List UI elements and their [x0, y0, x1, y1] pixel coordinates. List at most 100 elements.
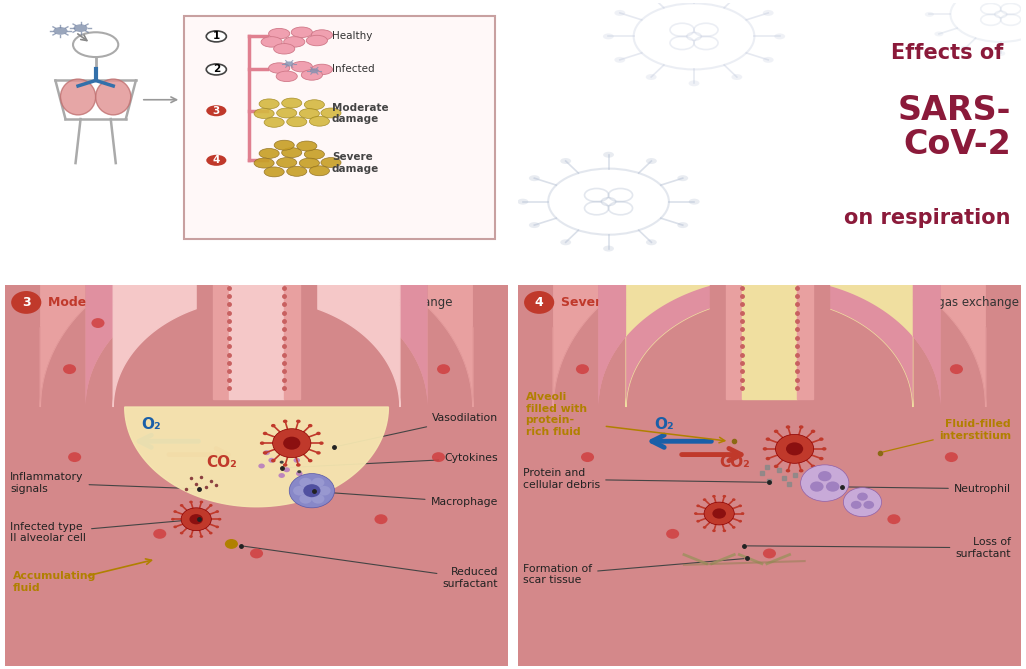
Circle shape [732, 74, 742, 80]
Circle shape [739, 520, 742, 522]
Circle shape [615, 57, 625, 63]
Circle shape [153, 529, 166, 539]
Circle shape [819, 438, 824, 441]
Circle shape [796, 258, 810, 268]
Circle shape [91, 318, 105, 328]
Text: 3: 3 [22, 296, 31, 309]
Circle shape [703, 498, 706, 501]
Circle shape [184, 264, 197, 274]
Ellipse shape [282, 98, 302, 108]
Circle shape [250, 549, 263, 559]
Circle shape [765, 457, 771, 460]
Polygon shape [503, 248, 1026, 669]
Text: O₂: O₂ [654, 417, 673, 432]
Circle shape [786, 469, 790, 472]
Polygon shape [528, 225, 1011, 407]
Text: Accumulating fluid, reduced gas exchange: Accumulating fluid, reduced gas exchange [201, 296, 452, 309]
Circle shape [432, 452, 445, 462]
Circle shape [260, 442, 265, 445]
Text: Moderate damage:: Moderate damage: [48, 296, 181, 309]
Circle shape [935, 31, 944, 36]
Circle shape [289, 474, 334, 508]
Text: Inflammatory
signals: Inflammatory signals [10, 472, 196, 494]
Polygon shape [553, 244, 986, 407]
Circle shape [950, 364, 963, 374]
Circle shape [887, 514, 901, 524]
Circle shape [697, 504, 700, 507]
Circle shape [517, 199, 528, 205]
Circle shape [173, 510, 176, 513]
Circle shape [215, 526, 220, 529]
Circle shape [694, 512, 698, 515]
Circle shape [374, 514, 388, 524]
Circle shape [316, 432, 321, 435]
Circle shape [851, 501, 862, 509]
Ellipse shape [302, 70, 322, 80]
Text: Protein and
cellular debris: Protein and cellular debris [523, 468, 766, 490]
Circle shape [646, 240, 657, 246]
Circle shape [218, 518, 222, 520]
Circle shape [269, 458, 275, 463]
Polygon shape [797, 248, 814, 399]
Circle shape [209, 532, 212, 535]
Circle shape [225, 539, 238, 549]
Ellipse shape [277, 108, 297, 118]
Circle shape [712, 529, 716, 532]
Text: 1: 1 [212, 31, 220, 41]
Ellipse shape [260, 149, 279, 159]
Text: on respiration: on respiration [844, 208, 1011, 228]
Circle shape [190, 514, 203, 524]
Circle shape [645, 74, 657, 80]
Polygon shape [598, 248, 941, 407]
Circle shape [603, 33, 614, 39]
Ellipse shape [254, 108, 274, 118]
Ellipse shape [274, 43, 294, 54]
Circle shape [263, 432, 268, 435]
Ellipse shape [284, 37, 305, 47]
FancyBboxPatch shape [523, 334, 1016, 662]
Circle shape [739, 504, 742, 507]
Ellipse shape [269, 63, 289, 74]
Ellipse shape [286, 117, 307, 126]
Circle shape [529, 175, 540, 181]
Circle shape [529, 222, 540, 228]
FancyBboxPatch shape [184, 16, 496, 239]
Text: Severe damage:: Severe damage: [561, 296, 675, 309]
Text: Alveoli
filled with
protein-
rich fluid: Alveoli filled with protein- rich fluid [525, 392, 587, 437]
Circle shape [283, 463, 287, 467]
Circle shape [722, 529, 726, 532]
Ellipse shape [310, 166, 329, 176]
Circle shape [800, 465, 849, 501]
Circle shape [283, 258, 297, 268]
Circle shape [308, 459, 313, 462]
Polygon shape [212, 248, 229, 399]
Circle shape [297, 463, 301, 467]
Circle shape [762, 10, 774, 16]
Ellipse shape [310, 116, 329, 126]
Circle shape [712, 508, 726, 518]
Circle shape [732, 498, 736, 501]
Ellipse shape [286, 167, 307, 177]
Circle shape [774, 465, 779, 468]
Circle shape [924, 12, 934, 17]
Circle shape [180, 532, 184, 535]
Circle shape [818, 471, 831, 481]
Circle shape [945, 452, 958, 462]
Circle shape [712, 495, 716, 498]
Text: Vasodilation: Vasodilation [338, 413, 498, 446]
Ellipse shape [261, 37, 282, 47]
Circle shape [206, 31, 227, 42]
Circle shape [312, 494, 324, 504]
Ellipse shape [264, 167, 284, 177]
Circle shape [762, 57, 774, 63]
Polygon shape [301, 248, 316, 399]
Circle shape [63, 364, 76, 374]
Ellipse shape [321, 108, 341, 118]
Ellipse shape [291, 62, 312, 72]
Circle shape [822, 447, 827, 451]
Circle shape [811, 482, 824, 492]
Ellipse shape [276, 71, 298, 82]
Text: Neutrophil: Neutrophil [845, 484, 1011, 494]
Circle shape [732, 526, 736, 529]
Circle shape [278, 473, 285, 478]
